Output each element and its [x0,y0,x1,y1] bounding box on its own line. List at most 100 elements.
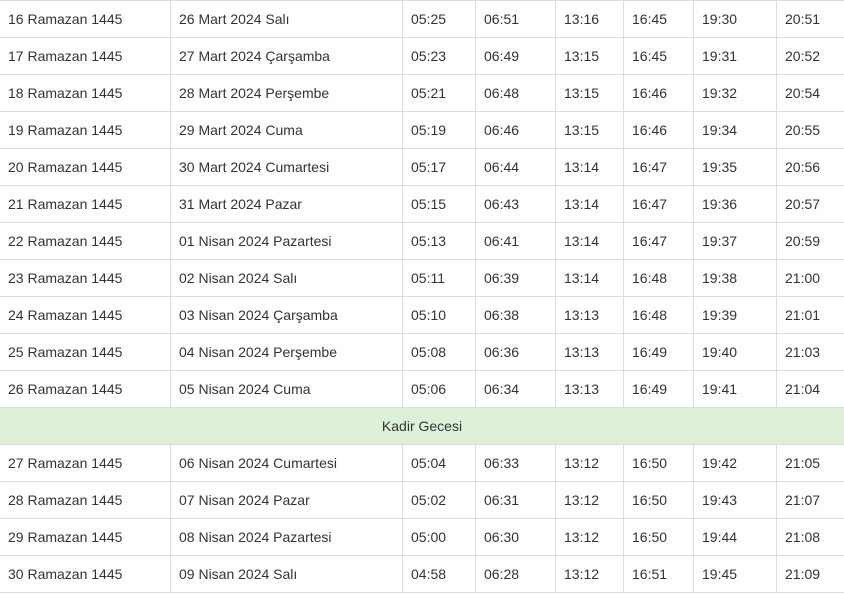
cell-date: 30 Mart 2024 Cumartesi [170,148,403,186]
cell-hijri: 17 Ramazan 1445 [0,37,171,75]
cell-hijri: 30 Ramazan 1445 [0,555,171,593]
cell-hijri: 28 Ramazan 1445 [0,481,171,519]
cell-ikindi: 16:50 [623,518,694,556]
cell-imsak: 05:15 [402,185,476,223]
table-row: 18 Ramazan 1445 28 Mart 2024 Perşembe 05:2… [0,74,844,112]
table-row: 20 Ramazan 1445 30 Mart 2024 Cumartesi 05:… [0,148,844,186]
special-night-row: Kadir Gecesi [0,407,844,445]
cell-date: 01 Nisan 2024 Pazartesi [170,222,403,260]
cell-gunes: 06:43 [475,185,556,223]
cell-yatsi: 20:52 [776,37,844,75]
cell-aksam: 19:39 [693,296,777,334]
cell-date: 27 Mart 2024 Çarşamba [170,37,403,75]
cell-gunes: 06:49 [475,37,556,75]
cell-ogle: 13:14 [555,222,624,260]
cell-ogle: 13:15 [555,37,624,75]
cell-ogle: 13:12 [555,444,624,482]
cell-yatsi: 20:57 [776,185,844,223]
cell-ogle: 13:14 [555,148,624,186]
table-row: 19 Ramazan 1445 29 Mart 2024 Cuma 05:19 06:… [0,111,844,149]
table-row: 30 Ramazan 1445 09 Nisan 2024 Salı 04:58 06… [0,555,844,593]
cell-gunes: 06:39 [475,259,556,297]
cell-aksam: 19:38 [693,259,777,297]
cell-yatsi: 21:00 [776,259,844,297]
cell-date: 05 Nisan 2024 Cuma [170,370,403,408]
cell-imsak: 05:21 [402,74,476,112]
cell-aksam: 19:42 [693,444,777,482]
cell-hijri: 22 Ramazan 1445 [0,222,171,260]
table-row: 24 Ramazan 1445 03 Nisan 2024 Çarşamba 05:… [0,296,844,334]
cell-ikindi: 16:48 [623,296,694,334]
cell-aksam: 19:41 [693,370,777,408]
cell-yatsi: 21:03 [776,333,844,371]
cell-gunes: 06:34 [475,370,556,408]
cell-aksam: 19:30 [693,0,777,38]
cell-ogle: 13:13 [555,333,624,371]
table-row: 26 Ramazan 1445 05 Nisan 2024 Cuma 05:06 06… [0,370,844,408]
cell-date: 02 Nisan 2024 Salı [170,259,403,297]
cell-imsak: 05:00 [402,518,476,556]
cell-imsak: 05:23 [402,37,476,75]
table-row: 23 Ramazan 1445 02 Nisan 2024 Salı 05:11 06… [0,259,844,297]
cell-ogle: 13:12 [555,518,624,556]
cell-ogle: 13:13 [555,296,624,334]
cell-ikindi: 16:47 [623,185,694,223]
cell-ikindi: 16:51 [623,555,694,593]
cell-ikindi: 16:49 [623,333,694,371]
cell-date: 09 Nisan 2024 Salı [170,555,403,593]
cell-ogle: 13:12 [555,555,624,593]
cell-imsak: 05:04 [402,444,476,482]
cell-date: 03 Nisan 2024 Çarşamba [170,296,403,334]
cell-hijri: 19 Ramazan 1445 [0,111,171,149]
cell-ogle: 13:14 [555,259,624,297]
cell-aksam: 19:36 [693,185,777,223]
cell-gunes: 06:36 [475,333,556,371]
cell-hijri: 25 Ramazan 1445 [0,333,171,371]
cell-aksam: 19:31 [693,37,777,75]
cell-ogle: 13:16 [555,0,624,38]
cell-date: 04 Nisan 2024 Perşembe [170,333,403,371]
cell-ikindi: 16:50 [623,444,694,482]
cell-aksam: 19:43 [693,481,777,519]
cell-yatsi: 20:51 [776,0,844,38]
cell-ogle: 13:12 [555,481,624,519]
cell-date: 28 Mart 2024 Perşembe [170,74,403,112]
cell-aksam: 19:37 [693,222,777,260]
cell-yatsi: 21:04 [776,370,844,408]
cell-yatsi: 21:05 [776,444,844,482]
cell-hijri: 23 Ramazan 1445 [0,259,171,297]
cell-imsak: 05:11 [402,259,476,297]
cell-ogle: 13:13 [555,370,624,408]
table-row: 17 Ramazan 1445 27 Mart 2024 Çarşamba 05:2… [0,37,844,75]
cell-ikindi: 16:45 [623,37,694,75]
table-row: 16 Ramazan 1445 26 Mart 2024 Salı 05:25 06:… [0,0,844,38]
cell-yatsi: 20:59 [776,222,844,260]
cell-aksam: 19:44 [693,518,777,556]
table-row: 28 Ramazan 1445 07 Nisan 2024 Pazar 05:02 0… [0,481,844,519]
cell-hijri: 16 Ramazan 1445 [0,0,171,38]
cell-ikindi: 16:50 [623,481,694,519]
cell-imsak: 05:10 [402,296,476,334]
cell-ikindi: 16:45 [623,0,694,38]
cell-gunes: 06:44 [475,148,556,186]
cell-ogle: 13:14 [555,185,624,223]
cell-imsak: 05:08 [402,333,476,371]
cell-aksam: 19:34 [693,111,777,149]
cell-imsak: 05:17 [402,148,476,186]
cell-gunes: 06:31 [475,481,556,519]
cell-imsak: 05:02 [402,481,476,519]
cell-gunes: 06:46 [475,111,556,149]
cell-date: 31 Mart 2024 Pazar [170,185,403,223]
cell-gunes: 06:41 [475,222,556,260]
cell-ikindi: 16:48 [623,259,694,297]
cell-imsak: 05:25 [402,0,476,38]
cell-imsak: 04:58 [402,555,476,593]
table-row: 21 Ramazan 1445 31 Mart 2024 Pazar 05:15 06… [0,185,844,223]
cell-gunes: 06:38 [475,296,556,334]
cell-gunes: 06:30 [475,518,556,556]
cell-aksam: 19:35 [693,148,777,186]
cell-yatsi: 20:56 [776,148,844,186]
cell-yatsi: 20:55 [776,111,844,149]
cell-aksam: 19:45 [693,555,777,593]
